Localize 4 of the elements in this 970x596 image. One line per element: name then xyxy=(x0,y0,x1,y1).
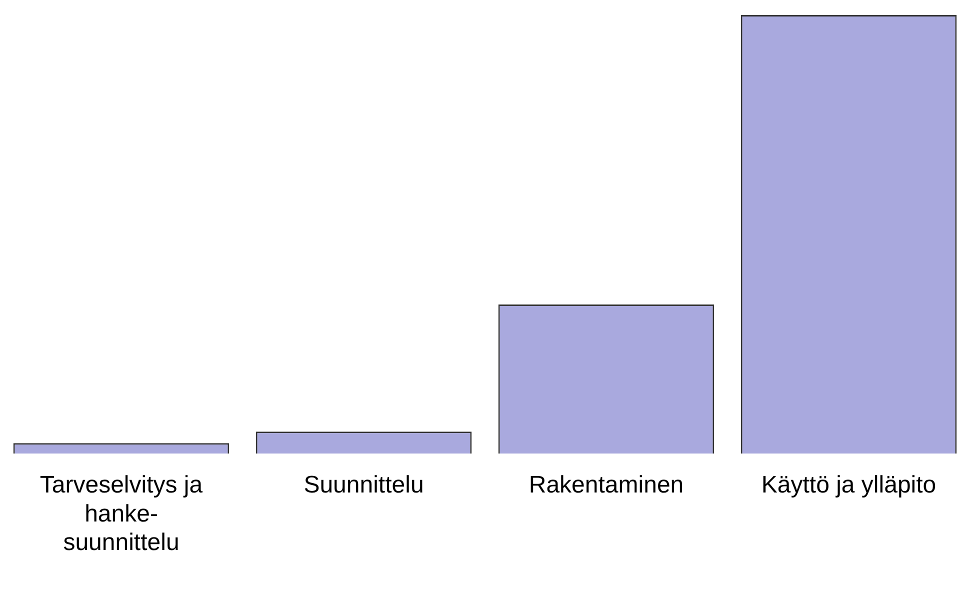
x-tick-label: Suunnittelu xyxy=(304,472,424,499)
x-tick-label: Rakentaminen xyxy=(528,472,684,499)
x-tick-label: Tarveselvitys ja hanke-suunnittelu xyxy=(40,472,204,556)
x-tick-label: Käyttö ja ylläpito xyxy=(761,472,936,499)
